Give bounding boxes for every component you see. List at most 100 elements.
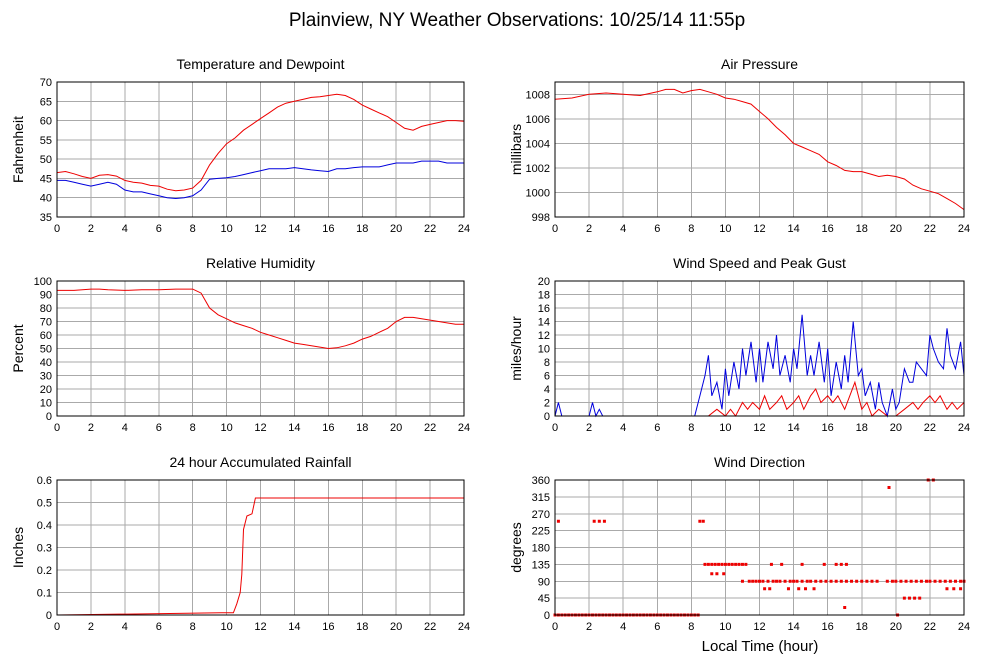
rain-x-tick-label-5: 10 [220,621,232,633]
pressure-x-tick-label-9: 18 [856,223,868,235]
direction-x-tick-label-9: 18 [856,621,868,633]
direction-point-94 [740,579,744,583]
wind-y-tick-label-4: 8 [544,357,550,369]
pressure-chart-title: Air Pressure [721,56,798,72]
direction-x-tick-label-4: 8 [688,621,694,633]
direction-point-91 [710,572,714,576]
rain-y-tick-label-2: 0.2 [37,565,52,577]
humidity-y-tick-label-9: 90 [40,290,52,302]
direction-point-71 [783,579,787,583]
humidity-x-tick-label-8: 16 [322,422,334,434]
direction-point-46 [602,519,606,523]
temp-x-tick-label-9: 18 [356,223,368,235]
direction-point-54 [720,562,724,566]
pressure-y-tick-label-4: 1006 [526,114,550,126]
wind-x-tick-label-10: 20 [890,422,902,434]
direction-point-48 [701,519,705,523]
wind-x-tick-label-2: 4 [620,422,626,434]
humidity-x-tick-label-7: 14 [288,422,300,434]
pressure-x-tick-label-5: 10 [719,223,731,235]
direction-point-135 [952,587,956,591]
direction-y-tick-label-4: 180 [532,543,550,555]
direction-point-82 [834,579,838,583]
direction-point-45 [597,519,601,523]
direction-point-73 [792,579,796,583]
wind-y-tick-label-7: 14 [538,317,550,329]
temp-x-tick-label-11: 22 [424,223,436,235]
rain-plot-frame [56,479,465,616]
direction-point-129 [913,596,917,600]
direction-point-79 [819,579,823,583]
direction-point-68 [771,579,775,583]
direction-y-tick-label-6: 270 [532,509,550,521]
direction-x-tick-label-1: 2 [586,621,592,633]
rain-y-tick-label-4: 0.4 [37,520,52,532]
pressure-y-tick-label-0: 998 [532,212,550,224]
wind-series-line-1 [555,380,965,417]
wind-y-tick-label-0: 0 [544,411,550,423]
direction-x-tick-label-3: 6 [654,621,660,633]
direction-point-85 [850,579,854,583]
rain-y-tick-label-1: 0.1 [37,588,52,600]
rain-x-tick-label-0: 0 [54,621,60,633]
temp-y-tick-label-4: 55 [40,135,52,147]
rain-series-line-0 [56,497,464,616]
direction-point-126 [887,486,891,489]
direction-point-120 [768,587,772,591]
direction-point-65 [758,579,761,583]
rain-x-tick-label-2: 4 [122,621,128,633]
pressure-y-axis-label: millibars [508,124,524,175]
pressure-x-tick-label-6: 12 [753,223,765,235]
temp-series-line-0 [56,93,465,192]
direction-point-127 [902,596,906,600]
direction-point-61 [744,562,748,566]
page-title: Plainview, NY Weather Observations: 10/2… [289,10,745,31]
direction-point-124 [812,587,816,591]
direction-x-tick-label-0: 0 [552,621,558,633]
direction-point-83 [839,579,843,583]
humidity-plot-frame [56,280,465,417]
temp-x-tick-label-4: 8 [190,223,196,235]
direction-x-tick-label-10: 20 [890,621,902,633]
direction-y-tick-label-7: 315 [532,492,550,504]
direction-point-86 [855,579,859,583]
humidity-x-tick-label-6: 12 [254,422,266,434]
direction-point-100 [839,562,843,566]
direction-point-123 [804,587,808,591]
direction-point-96 [780,562,784,566]
wind-x-tick-label-1: 2 [586,422,592,434]
direction-point-92 [715,572,719,576]
rain-x-tick-label-8: 16 [322,621,334,633]
direction-point-57 [730,562,734,566]
direction-point-128 [907,596,911,600]
direction-point-119 [763,587,767,591]
wind-y-axis-label: miles/hour [508,316,524,381]
wind-x-tick-label-3: 6 [654,422,660,434]
wind-x-tick-label-4: 8 [688,422,694,434]
wind-y-tick-label-5: 10 [538,344,550,356]
wind-y-tick-label-2: 4 [544,384,550,396]
rain-x-tick-label-1: 2 [88,621,94,633]
direction-point-103 [890,579,894,583]
rain-chart-title: 24 hour Accumulated Rainfall [169,454,351,470]
humidity-x-tick-label-2: 4 [122,422,128,434]
temp-series-line-1 [57,160,464,200]
rain-y-tick-label-3: 0.3 [37,543,52,555]
direction-point-112 [933,579,937,583]
direction-x-tick-label-6: 12 [753,621,765,633]
temp-x-tick-label-10: 20 [390,223,402,235]
temp-x-tick-label-0: 0 [54,223,60,235]
direction-point-90 [875,579,879,583]
wind-x-tick-label-0: 0 [552,422,558,434]
direction-point-43 [556,519,560,523]
direction-point-76 [805,579,809,583]
pressure-x-tick-label-8: 16 [822,223,834,235]
pressure-x-tick-label-11: 22 [924,223,936,235]
rain-x-tick-label-4: 8 [190,621,196,633]
direction-point-110 [925,579,929,583]
humidity-y-tick-label-10: 100 [34,276,52,288]
direction-point-53 [717,562,721,566]
direction-point-109 [919,579,923,583]
wind-y-tick-label-6: 12 [538,330,550,342]
direction-point-87 [860,579,864,583]
